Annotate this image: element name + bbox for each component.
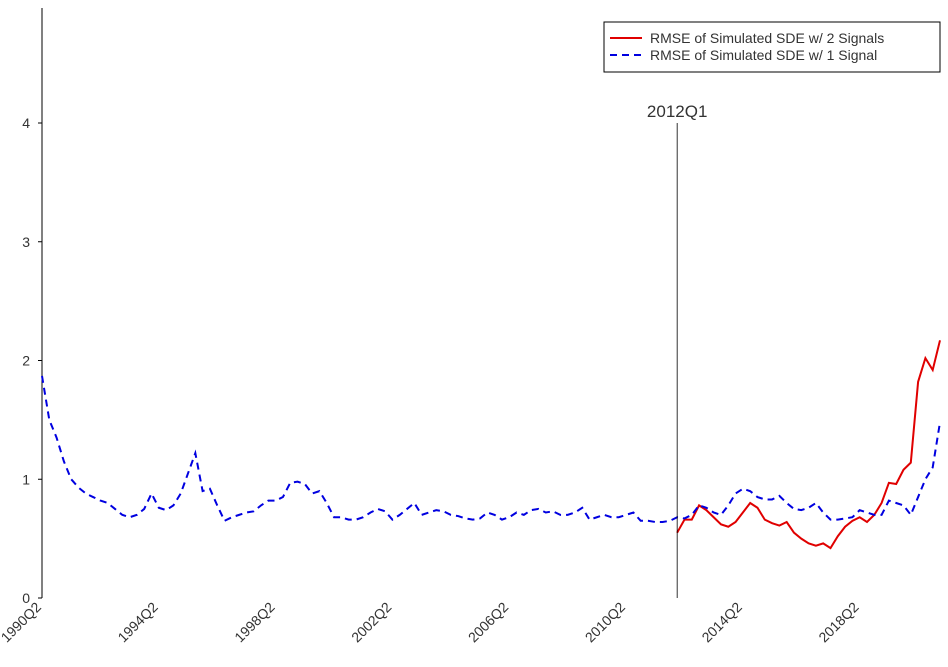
x-tick-label: 2014Q2 (698, 599, 745, 646)
data-line (676, 340, 941, 550)
x-tick-label: 1994Q2 (114, 599, 161, 646)
y-tick-label: 4 (22, 115, 30, 131)
x-tick-label: 2018Q2 (815, 599, 862, 646)
x-tick-label: 2010Q2 (582, 599, 629, 646)
y-tick-label: 2 (22, 353, 30, 369)
legend-box (603, 21, 941, 73)
x-tick-label: 2006Q2 (465, 599, 512, 646)
legend-label: RMSE of Simulated SDE w/ 2 Signals (650, 30, 884, 46)
data-line (41, 375, 941, 523)
annotation-label: 2012Q1 (647, 102, 708, 121)
x-tick-label: 2002Q2 (348, 599, 395, 646)
legend-label: RMSE of Simulated SDE w/ 1 Signal (650, 47, 877, 63)
y-tick-label: 3 (22, 234, 30, 250)
y-tick-label: 1 (22, 471, 30, 487)
x-tick-label: 1998Q2 (231, 599, 278, 646)
y-tick-label: 0 (22, 590, 30, 606)
